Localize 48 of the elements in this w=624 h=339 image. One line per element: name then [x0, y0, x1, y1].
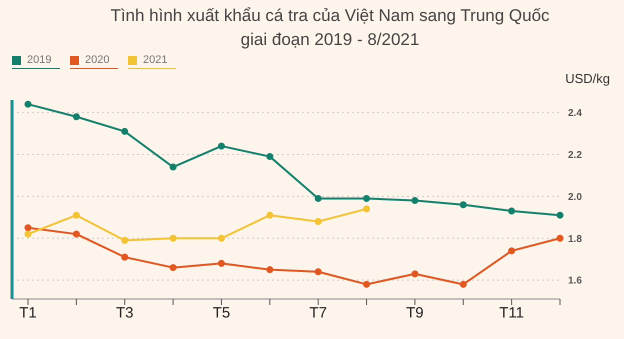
point: [72, 113, 80, 120]
y-tick-label: 2.0: [568, 192, 582, 203]
point: [170, 234, 177, 242]
point: [72, 212, 80, 219]
x-tick-label: T9: [406, 304, 424, 322]
x-tick-label: T5: [212, 304, 230, 322]
point: [508, 208, 516, 215]
legend-label: 2020: [85, 54, 110, 66]
point: [508, 247, 516, 254]
point: [121, 254, 128, 261]
x-tick-label: T11: [499, 304, 524, 322]
point: [411, 197, 418, 204]
point: [170, 264, 177, 272]
point: [556, 234, 564, 242]
point: [314, 218, 322, 225]
y-tick-label: 1.8: [568, 234, 582, 245]
point: [218, 234, 225, 242]
point: [170, 164, 177, 171]
point: [218, 142, 225, 150]
point: [314, 194, 322, 202]
point: [314, 268, 322, 276]
y-tick-label: 2.2: [568, 150, 582, 162]
point: [24, 230, 32, 238]
x-tick-label: T3: [116, 304, 134, 322]
legend-label: 2021: [143, 54, 168, 66]
y-axis-title: USD/kg: [565, 71, 610, 86]
point: [72, 230, 80, 238]
point: [121, 128, 128, 135]
x-tick-label: T7: [309, 304, 327, 322]
point: [24, 100, 32, 108]
y-tick-label: 1.6: [568, 276, 582, 287]
y-tick-label: 2.4: [568, 108, 582, 120]
x-tick-label: T1: [19, 304, 37, 322]
point: [266, 266, 274, 274]
point: [411, 270, 418, 278]
point: [460, 280, 467, 288]
point: [266, 212, 274, 219]
point: [266, 153, 274, 160]
point: [121, 236, 128, 244]
point: [556, 212, 564, 219]
point: [363, 205, 370, 212]
legend-label: 2019: [27, 54, 52, 66]
point: [24, 224, 32, 232]
chart-title: Tình hình xuất khẩu cá tra của Việt Nam sang Trung Quốc giai đoạn 2019 - 8/2021: [109, 5, 551, 51]
point: [218, 260, 225, 267]
point: [363, 194, 370, 202]
point: [363, 280, 370, 288]
point: [460, 201, 467, 208]
